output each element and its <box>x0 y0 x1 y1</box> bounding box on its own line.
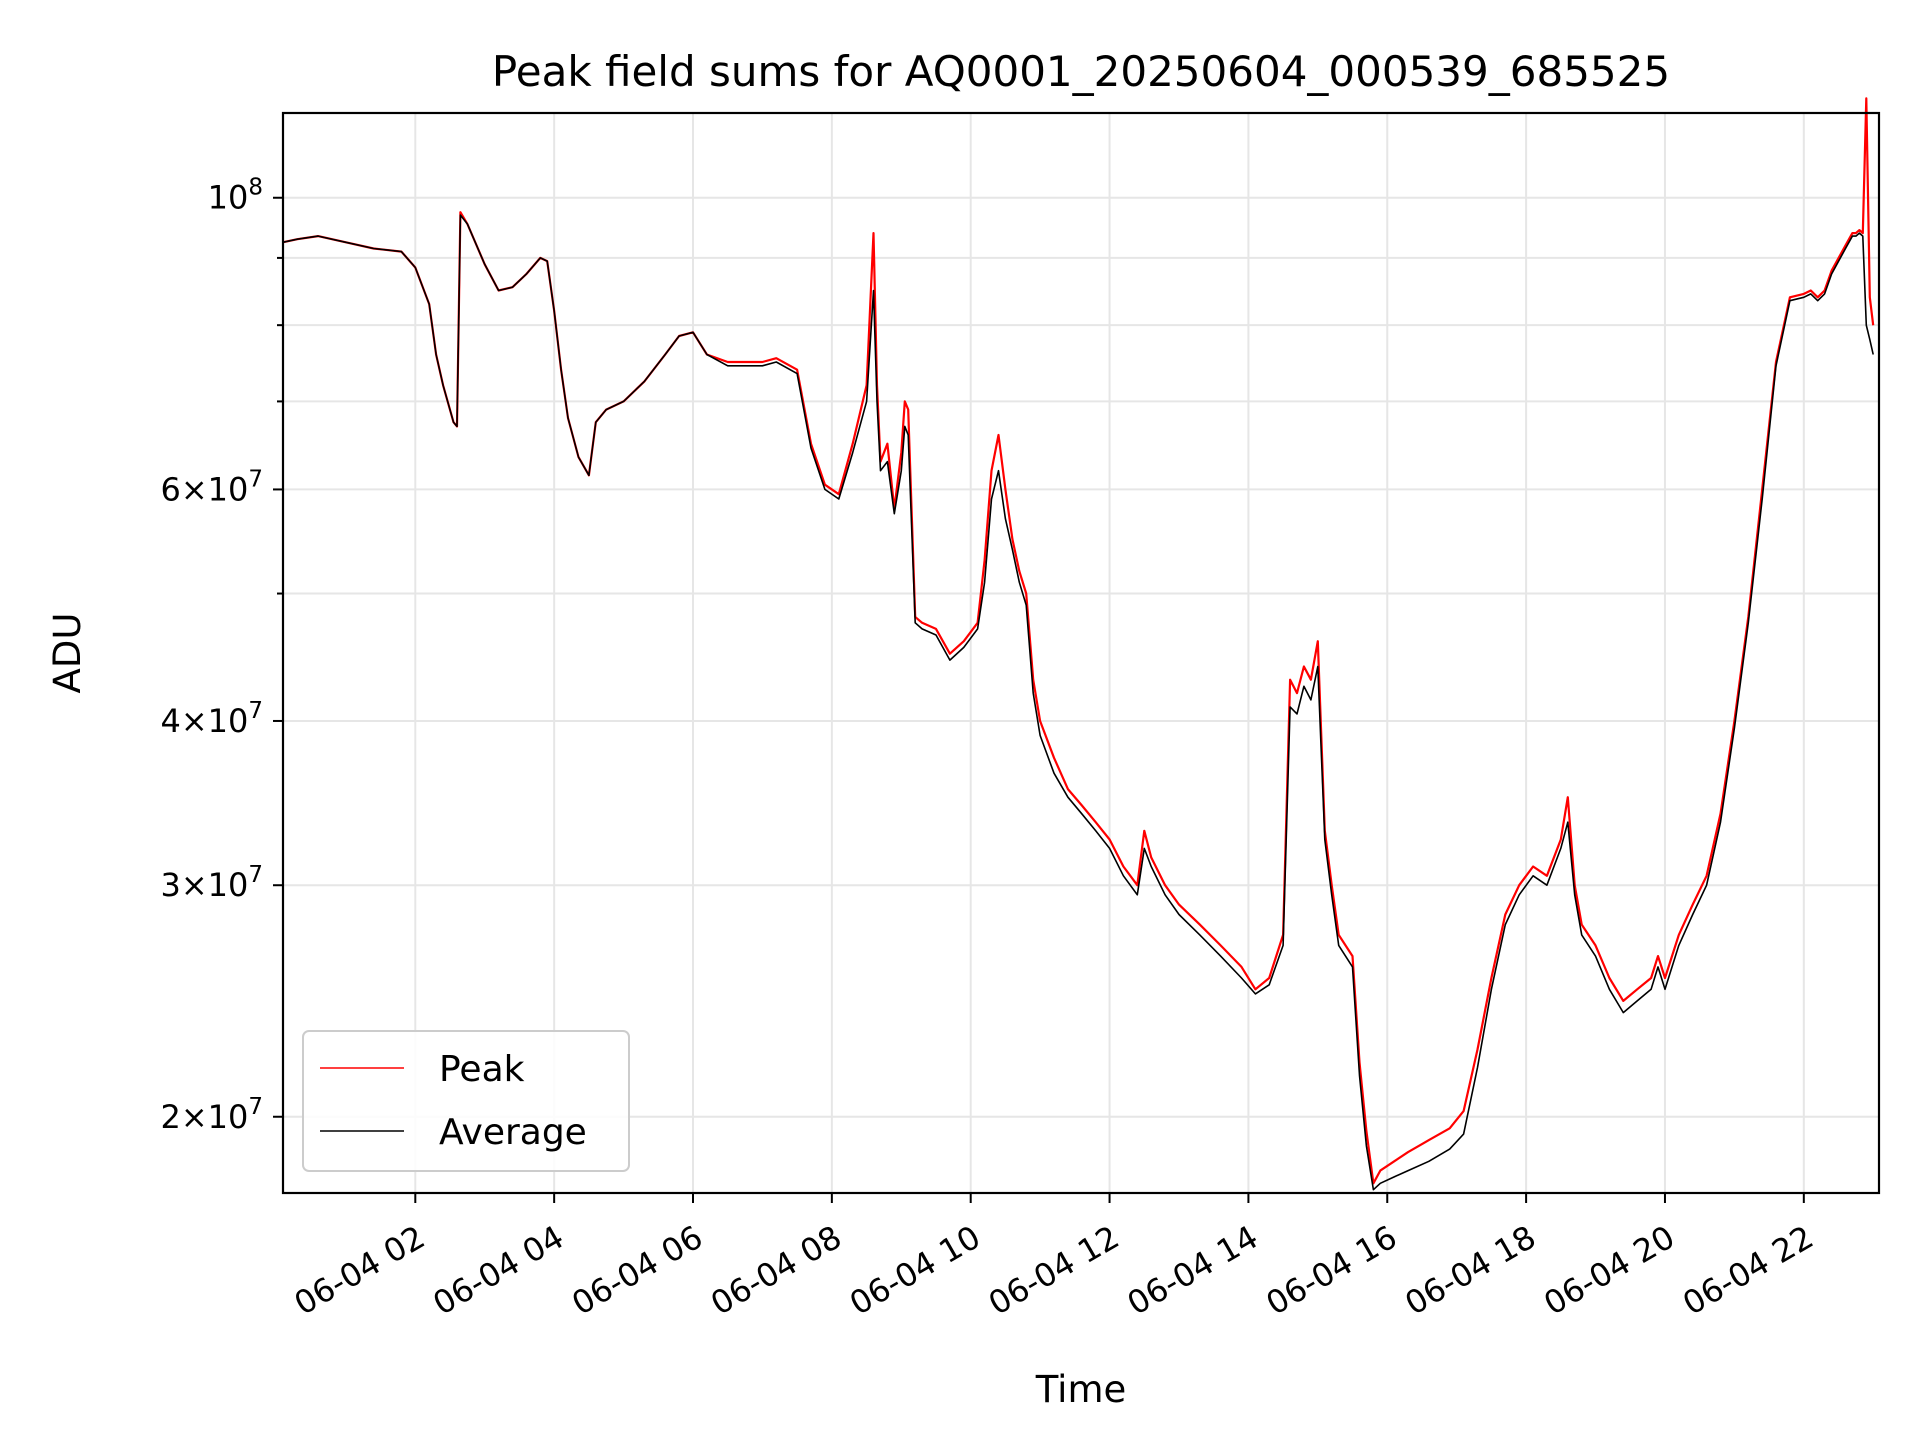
plot-frame <box>281 111 1881 1195</box>
legend-label-peak: Peak <box>439 1049 525 1090</box>
y-tick-label: 4×107 <box>160 698 263 740</box>
y-axis-label: ADU <box>46 613 89 694</box>
x-axis-label: Time <box>1035 1368 1127 1411</box>
y-tick-label: 3×107 <box>160 862 263 904</box>
y-tick-label: 108 <box>208 175 263 217</box>
legend-label-average: Average <box>439 1112 587 1153</box>
chart-title: Peak field sums for AQ0001_20250604_0005… <box>492 47 1670 96</box>
y-tick-label: 2×107 <box>160 1094 263 1136</box>
plot-lines <box>282 97 1875 1191</box>
legend-box <box>302 1030 630 1172</box>
series-line-average <box>282 214 1874 1191</box>
grid <box>283 113 1879 1193</box>
y-tick-label: 6×107 <box>160 466 263 508</box>
legend: Peak Average <box>302 1030 630 1172</box>
